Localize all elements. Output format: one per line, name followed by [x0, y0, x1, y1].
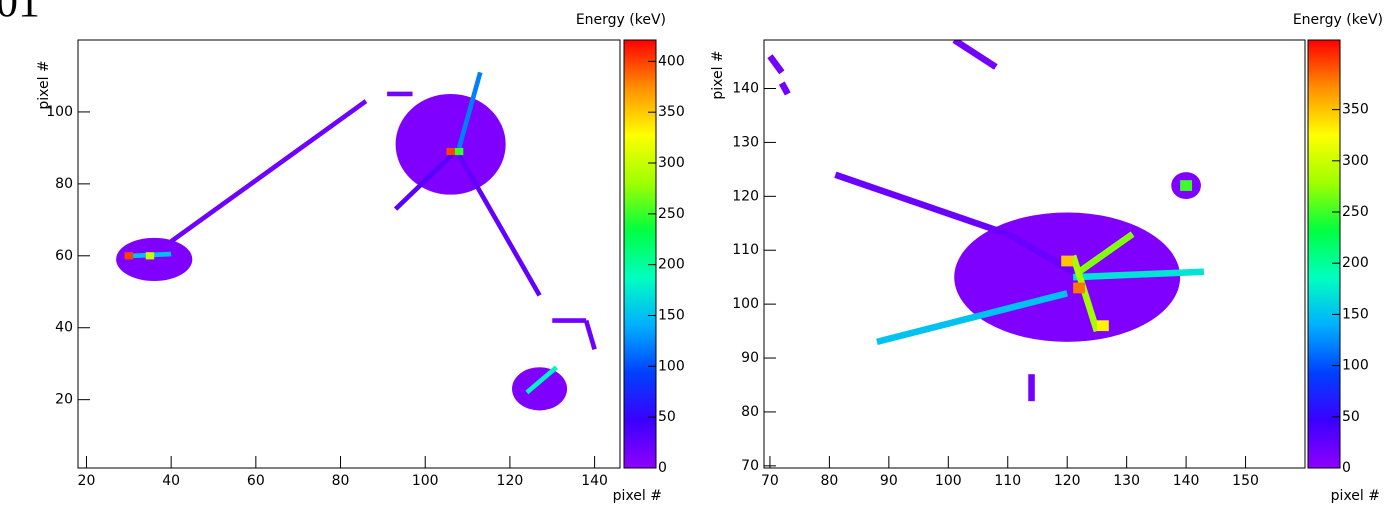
y-tick-label: 60 [55, 248, 73, 264]
page-fragment: 01 [0, 0, 40, 26]
colorbar-tick-label: 300 [1342, 153, 1369, 169]
x-tick-label: 20 [78, 473, 96, 489]
y-tick-label: 100 [732, 296, 759, 312]
cell [1073, 282, 1086, 294]
track [525, 365, 558, 395]
plot-area [116, 71, 597, 411]
x-tick-label: 80 [820, 473, 838, 489]
colorbar [623, 39, 657, 469]
y-tick-label: 140 [732, 81, 759, 97]
colorbar-tick-label: 0 [1342, 460, 1351, 476]
track [952, 40, 998, 70]
x-tick-label: 140 [581, 473, 608, 489]
cell [1180, 180, 1193, 191]
x-tick-label: 100 [412, 473, 439, 489]
x-axis-title: pixel # [613, 488, 662, 504]
track [1073, 268, 1205, 281]
track [583, 319, 597, 350]
y-tick-label: 40 [55, 320, 73, 336]
track [1077, 231, 1135, 275]
track [457, 153, 542, 297]
x-tick-label: 130 [1113, 473, 1140, 489]
colorbar-tick-label: 50 [658, 409, 676, 425]
x-tick-label: 80 [332, 473, 350, 489]
y-tick-label: 110 [732, 242, 759, 258]
x-tick-label: 140 [1173, 473, 1200, 489]
colorbar-tick-label: 350 [658, 104, 685, 120]
colorbar-tick-label: 200 [658, 257, 685, 273]
plot-frame [763, 39, 1306, 469]
energy-halo [512, 367, 568, 411]
x-tick-label: 40 [162, 473, 180, 489]
x-tick-label: 120 [1054, 473, 1081, 489]
colorbar [1307, 39, 1341, 469]
cell [454, 147, 464, 156]
plot-frame [77, 39, 621, 469]
y-tick-label: 80 [741, 404, 759, 420]
y-axis-title: pixel # [710, 50, 726, 99]
x-tick-label: 120 [497, 473, 524, 489]
track [834, 171, 1009, 238]
x-tick-label: 100 [935, 473, 962, 489]
colorbar-tick-label: 350 [1342, 102, 1369, 118]
track [876, 290, 1069, 346]
colorbar-title: Energy (keV) [576, 12, 666, 28]
colorbar-tick-label: 150 [1342, 306, 1369, 322]
y-tick-label: 80 [55, 176, 73, 192]
y-axis-title: pixel # [36, 60, 52, 109]
track [456, 71, 483, 149]
track [169, 99, 368, 244]
colorbar-tick-label: 50 [1342, 409, 1360, 425]
track [393, 146, 461, 211]
y-tick-label: 20 [55, 392, 73, 408]
y-tick-label: 120 [732, 188, 759, 204]
colorbar-tick-label: 100 [1342, 358, 1369, 374]
colorbar-tick-label: 150 [658, 308, 685, 324]
y-tick-label: 130 [732, 134, 759, 150]
x-tick-label: 110 [994, 473, 1021, 489]
x-tick-label: 60 [247, 473, 265, 489]
colorbar-title: Energy (keV) [1293, 12, 1383, 28]
colorbar-tick-label: 100 [658, 358, 685, 374]
cell [446, 147, 455, 156]
track [778, 81, 791, 96]
x-tick-label: 90 [880, 473, 898, 489]
colorbar-tick-label: 400 [658, 53, 685, 69]
track [767, 54, 785, 75]
plot-area [767, 40, 1205, 402]
x-tick-label: 150 [1232, 473, 1259, 489]
colorbar-tick-label: 250 [658, 206, 685, 222]
colorbar-tick-label: 300 [658, 155, 685, 171]
y-tick-label: 70 [741, 458, 759, 474]
x-axis-title: pixel # [1331, 488, 1380, 504]
cell [124, 252, 134, 260]
colorbar-tick-label: 200 [1342, 255, 1369, 271]
cell [145, 252, 155, 260]
x-tick-label: 70 [761, 473, 779, 489]
colorbar-tick-label: 250 [1342, 204, 1369, 220]
colorbar-tick-label: 0 [658, 460, 667, 476]
y-tick-label: 100 [46, 104, 73, 120]
energy-halo [395, 93, 506, 195]
cell [1096, 320, 1109, 332]
y-tick-label: 90 [741, 350, 759, 366]
cell [1061, 255, 1074, 267]
